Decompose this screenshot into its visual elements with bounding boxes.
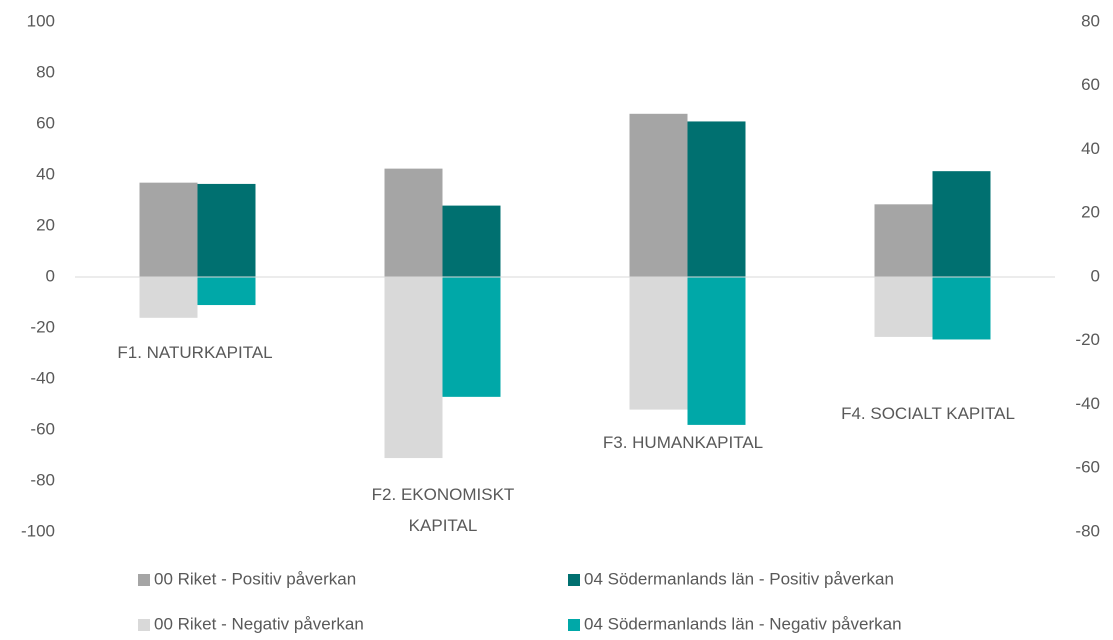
- bar: [629, 277, 688, 410]
- y2-tick-label: -80: [1075, 521, 1100, 540]
- y-tick-label: -40: [30, 368, 55, 387]
- bar: [139, 277, 198, 318]
- y2-tick-label: 80: [1081, 11, 1100, 30]
- bar: [384, 168, 443, 277]
- bar: [932, 171, 991, 277]
- y2-tick-label: -20: [1075, 330, 1100, 349]
- bar: [932, 277, 991, 340]
- y2-tick-label: 40: [1081, 139, 1100, 158]
- category-label: F4. SOCIALT KAPITAL: [841, 404, 1015, 423]
- y2-tick-label: 0: [1091, 266, 1100, 285]
- bar: [197, 183, 256, 277]
- y-tick-label: 100: [27, 11, 55, 30]
- y2-tick-label: -40: [1075, 394, 1100, 413]
- category-label: F1. NATURKAPITAL: [117, 343, 273, 362]
- bar: [442, 205, 501, 277]
- legend-label: 04 Södermanlands län - Negativ påverkan: [584, 614, 902, 633]
- legend-swatch: [138, 574, 150, 586]
- y-tick-label: 0: [46, 266, 55, 285]
- bar: [687, 121, 746, 277]
- legend-swatch: [568, 574, 580, 586]
- legend-swatch: [568, 619, 580, 631]
- y-tick-label: -100: [21, 521, 55, 540]
- y-tick-label: 40: [36, 164, 55, 183]
- legend-label: 00 Riket - Negativ påverkan: [154, 614, 364, 633]
- category-label: F2. EKONOMISKT KAPITAL: [371, 485, 515, 535]
- bar: [384, 277, 443, 459]
- bar: [874, 204, 933, 277]
- legend-label: 04 Södermanlands län - Positiv påverkan: [584, 569, 894, 588]
- bar: [139, 182, 198, 277]
- y2-tick-label: 60: [1081, 75, 1100, 94]
- legend-label: 00 Riket - Positiv påverkan: [154, 569, 356, 588]
- y-tick-label: 20: [36, 215, 55, 234]
- y-tick-label: 80: [36, 62, 55, 81]
- bar: [197, 277, 256, 306]
- bar: [874, 277, 933, 337]
- y-tick-label: -20: [30, 317, 55, 336]
- category-label: F3. HUMANKAPITAL: [602, 433, 764, 452]
- bar: [629, 113, 688, 277]
- y-tick-label: -80: [30, 470, 55, 489]
- legend-swatch: [138, 619, 150, 631]
- bar: [442, 277, 501, 397]
- y-tick-label: -60: [30, 419, 55, 438]
- y2-tick-label: -60: [1075, 458, 1100, 477]
- bar: [687, 277, 746, 425]
- y-tick-label: 60: [36, 113, 55, 132]
- y2-tick-label: 20: [1081, 203, 1100, 222]
